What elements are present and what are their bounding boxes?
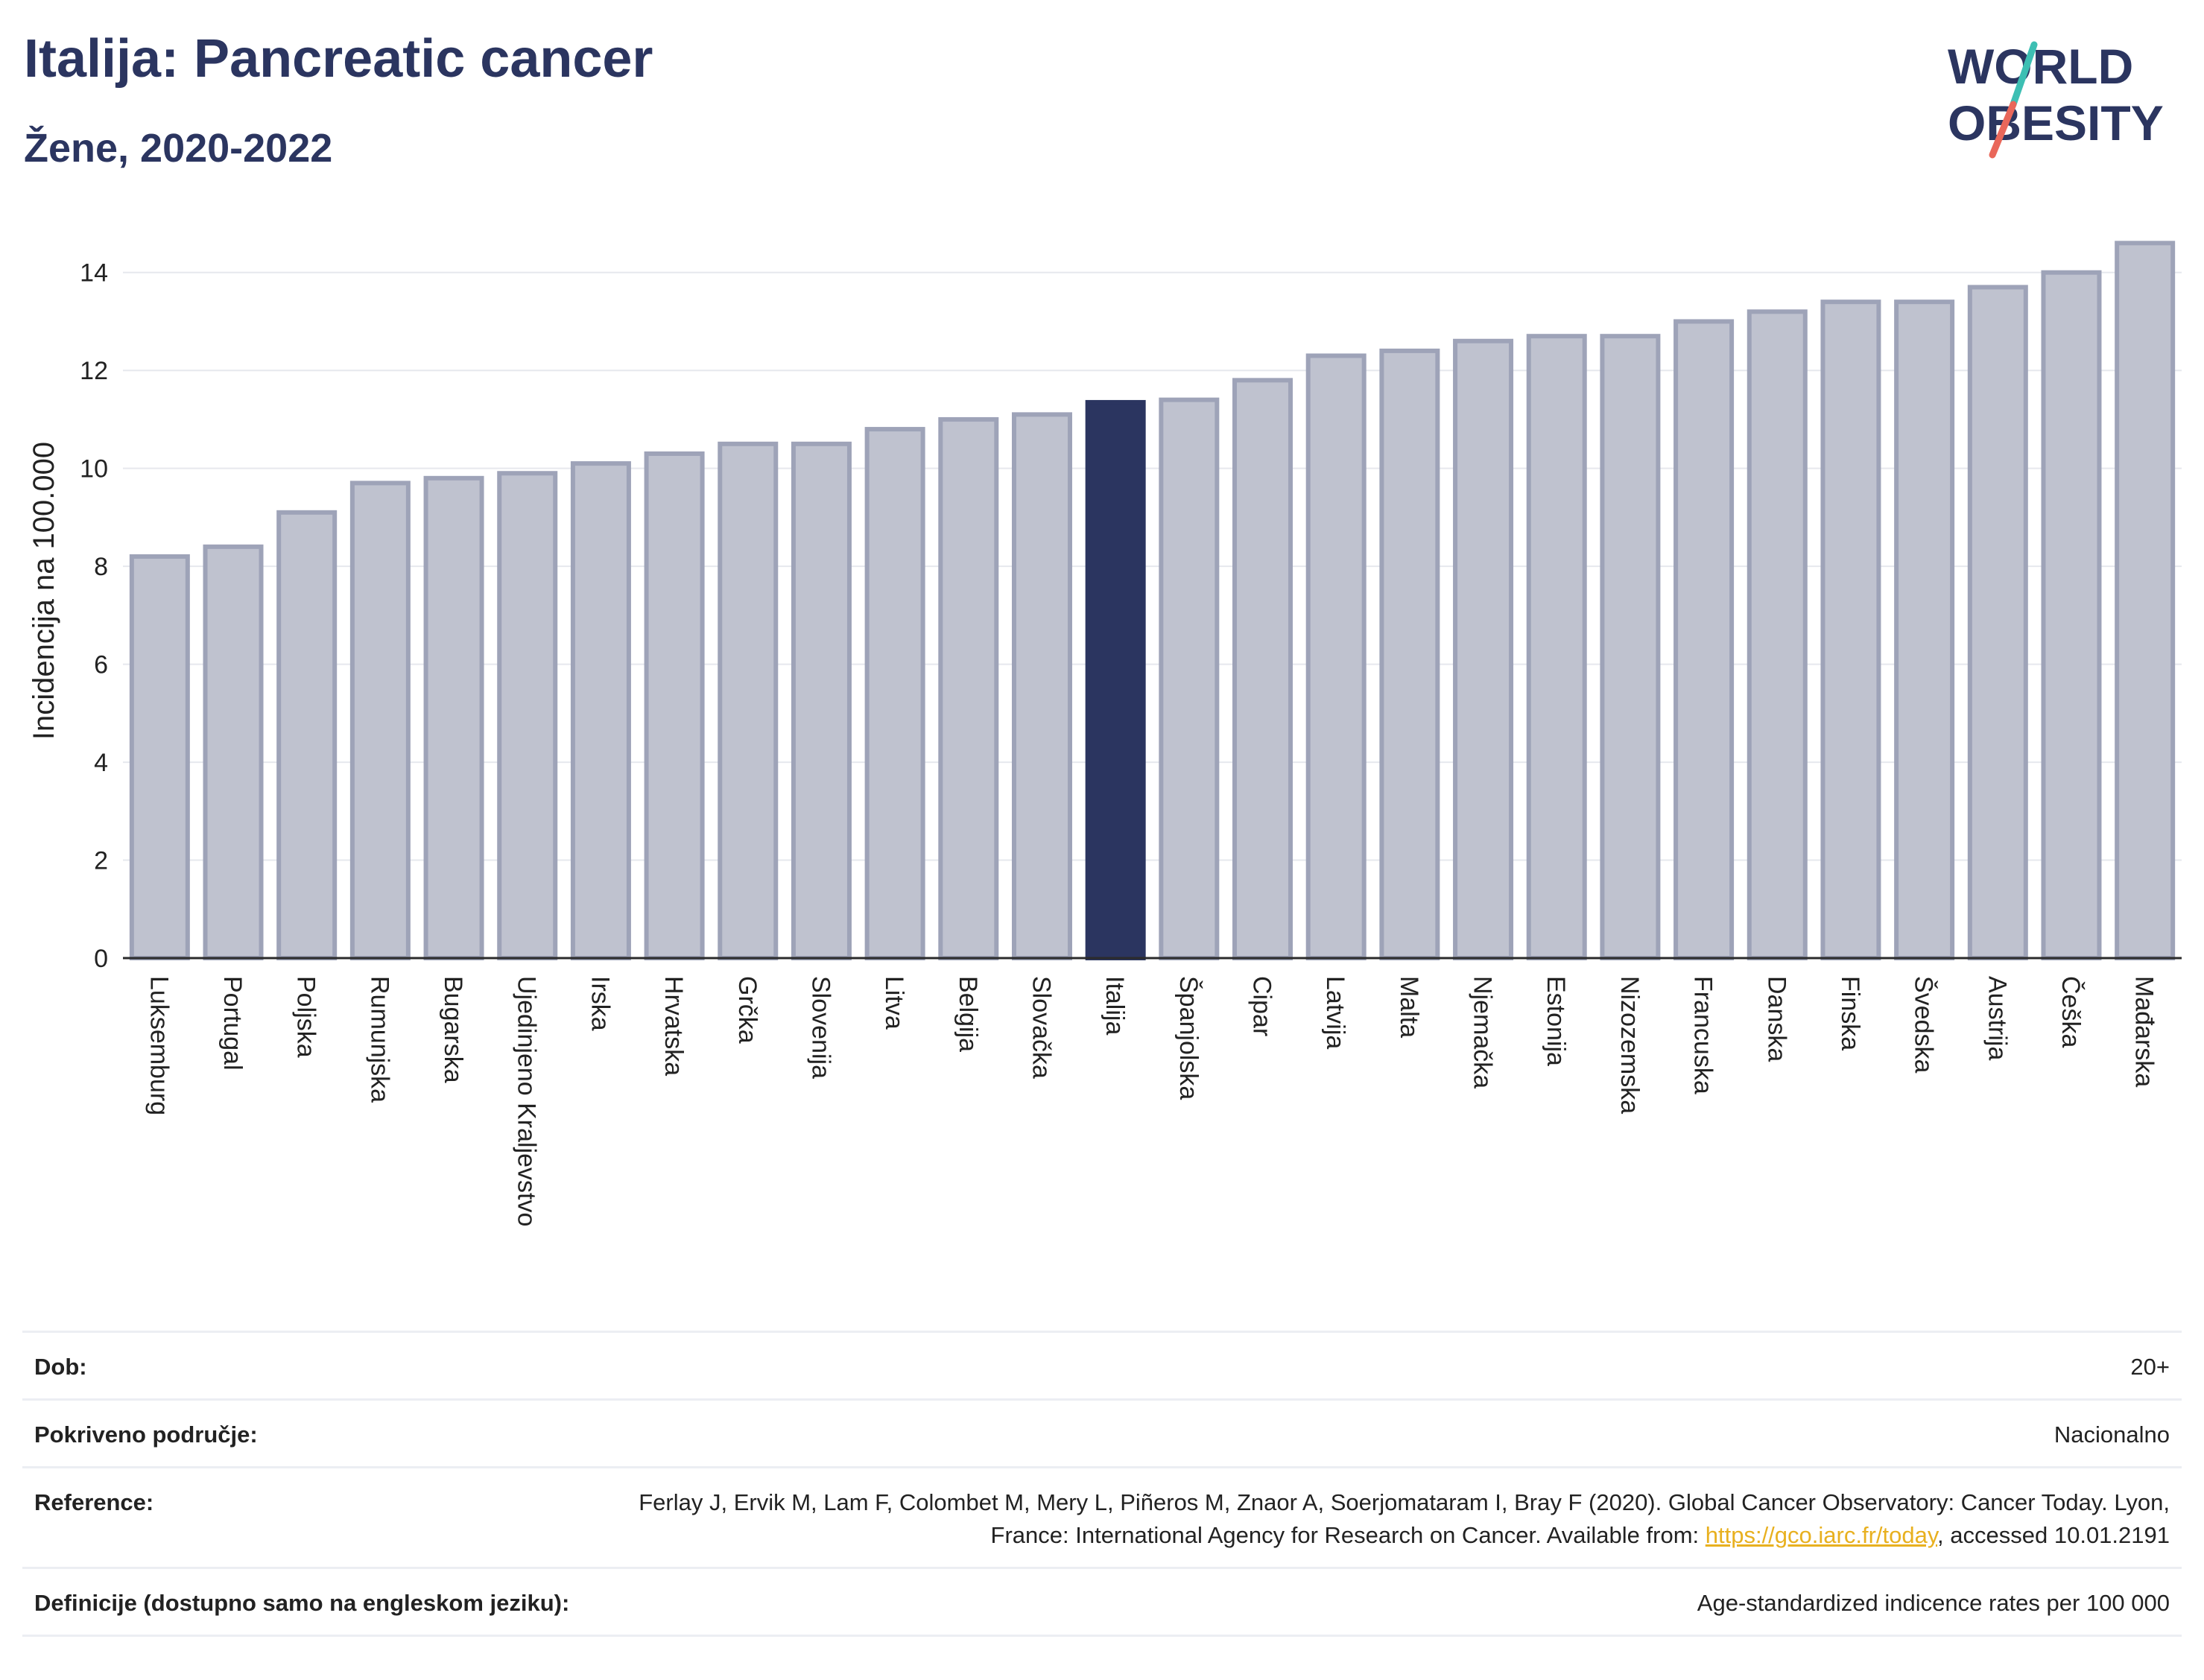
bar xyxy=(2115,241,2176,960)
y-tick-label: 2 xyxy=(94,847,108,875)
meta-row-age: Dob: 20+ xyxy=(22,1331,2182,1398)
age-value: 20+ xyxy=(2130,1354,2170,1380)
bar xyxy=(1967,285,2028,961)
bar xyxy=(129,554,190,960)
logo-slash-top xyxy=(2010,41,2038,108)
bar xyxy=(349,481,411,960)
x-tick-label: Poljska xyxy=(292,976,320,1058)
y-axis-label: Incidencija na 100.000 xyxy=(28,442,60,740)
x-tick-label: Portugal xyxy=(218,976,247,1071)
metadata-table: Dob: 20+ Pokriveno područje: Nacionalno … xyxy=(22,1331,2182,1637)
bar xyxy=(1159,397,1220,960)
bar xyxy=(423,475,484,960)
x-tick-label: Latvija xyxy=(1321,976,1349,1049)
x-tick-label: Češka xyxy=(2056,976,2085,1047)
x-tick-label: Rumunjska xyxy=(365,976,393,1103)
logo-slash-bottom xyxy=(1989,101,2017,159)
logo-line-2: OBESITY xyxy=(1948,95,2164,150)
y-tick-label: 6 xyxy=(94,651,108,679)
bar xyxy=(570,461,631,960)
definition-label: Definicije (dostupno samo na engleskom j… xyxy=(34,1590,570,1616)
world-obesity-logo: WORLD OBESITY xyxy=(1948,39,2164,159)
bar xyxy=(1011,412,1072,960)
x-tick-label: Slovenija xyxy=(806,976,835,1079)
y-tick-label: 8 xyxy=(94,553,108,581)
bar xyxy=(791,441,852,960)
bar xyxy=(203,544,264,960)
bar xyxy=(718,441,779,960)
y-tick-label: 0 xyxy=(94,945,108,973)
bar xyxy=(1600,334,1661,961)
x-tick-label: Finska xyxy=(1836,976,1864,1050)
bar xyxy=(497,471,558,960)
x-tick-label: Hrvatska xyxy=(659,976,688,1076)
y-tick-label: 4 xyxy=(94,749,108,777)
reference-accessed: , accessed 10.01.2191 xyxy=(1937,1522,2170,1548)
y-tick-label: 14 xyxy=(80,259,108,288)
meta-row-definition: Definicije (dostupno samo na engleskom j… xyxy=(22,1567,2182,1637)
x-tick-label: Njemačka xyxy=(1469,976,1497,1088)
bar-chart: 0 2 4 6 8 10 12 14 Incidencija na 100.000 Luksemb… xyxy=(28,241,2182,1226)
x-tick-label: Luksemburg xyxy=(145,976,173,1115)
x-tick-label: Nizozemska xyxy=(1615,976,1644,1114)
bar xyxy=(1526,334,1587,961)
x-tick-label: Ujedinjeno Kraljevstvo xyxy=(513,976,541,1226)
x-tick-label: Estonija xyxy=(1542,976,1570,1066)
bar xyxy=(2041,270,2102,960)
x-tick-label: Bugarska xyxy=(439,976,467,1083)
bar xyxy=(1820,299,1881,960)
reference-value: Ferlay J, Ervik M, Lam F, Colombet M, Me… xyxy=(568,1486,2170,1552)
x-tick-label: Malta xyxy=(1395,976,1423,1038)
x-tick-label: Francuska xyxy=(1689,976,1717,1094)
meta-row-reference: Reference: Ferlay J, Ervik M, Lam F, Col… xyxy=(22,1466,2182,1567)
reference-text: Ferlay J, Ervik M, Lam F, Colombet M, Me… xyxy=(639,1489,2170,1548)
bar xyxy=(644,451,705,960)
bar xyxy=(1305,353,1367,961)
reference-link[interactable]: https://gco.iarc.fr/today xyxy=(1705,1522,1938,1548)
x-tick-label: Mađarska xyxy=(2130,976,2159,1087)
bar xyxy=(276,510,338,960)
x-tick-label: Irska xyxy=(586,976,614,1031)
y-tick-label: 12 xyxy=(80,357,108,385)
x-tick-label: Slovačka xyxy=(1027,976,1055,1079)
x-tick-label: Italija xyxy=(1101,976,1129,1035)
x-tick-label: Austrija xyxy=(1983,976,2011,1060)
bar xyxy=(864,427,925,960)
x-tick-label: Švedska xyxy=(1910,976,1938,1073)
x-tick-label: Cipar xyxy=(1248,976,1276,1036)
bar xyxy=(1747,309,1808,960)
bar xyxy=(1673,319,1735,960)
bar xyxy=(1085,399,1146,960)
x-tick-label: Grčka xyxy=(733,976,761,1044)
bar xyxy=(1379,348,1440,960)
x-tick-label: Danska xyxy=(1762,976,1790,1062)
logo-line-1: WORLD xyxy=(1948,39,2133,94)
page-subtitle: Žene, 2020-2022 xyxy=(24,126,333,171)
bar xyxy=(1894,299,1955,960)
page-title: Italija: Pancreatic cancer xyxy=(24,29,653,89)
x-tick-label: Belgija xyxy=(954,976,982,1052)
bar xyxy=(1453,338,1514,960)
coverage-value: Nacionalno xyxy=(2053,1421,2170,1448)
definition-value: Age-standardized indicence rates per 100… xyxy=(1697,1590,2170,1616)
bar xyxy=(938,416,999,960)
meta-row-coverage: Pokriveno područje: Nacionalno xyxy=(22,1398,2182,1466)
bar xyxy=(1232,378,1293,960)
x-tick-label: Litva xyxy=(880,976,908,1030)
reference-label: Reference: xyxy=(34,1489,154,1515)
x-tick-label: Španjolska xyxy=(1174,976,1203,1100)
coverage-label: Pokriveno područje: xyxy=(34,1421,258,1448)
y-tick-label: 10 xyxy=(80,455,108,484)
age-label: Dob: xyxy=(34,1354,87,1380)
